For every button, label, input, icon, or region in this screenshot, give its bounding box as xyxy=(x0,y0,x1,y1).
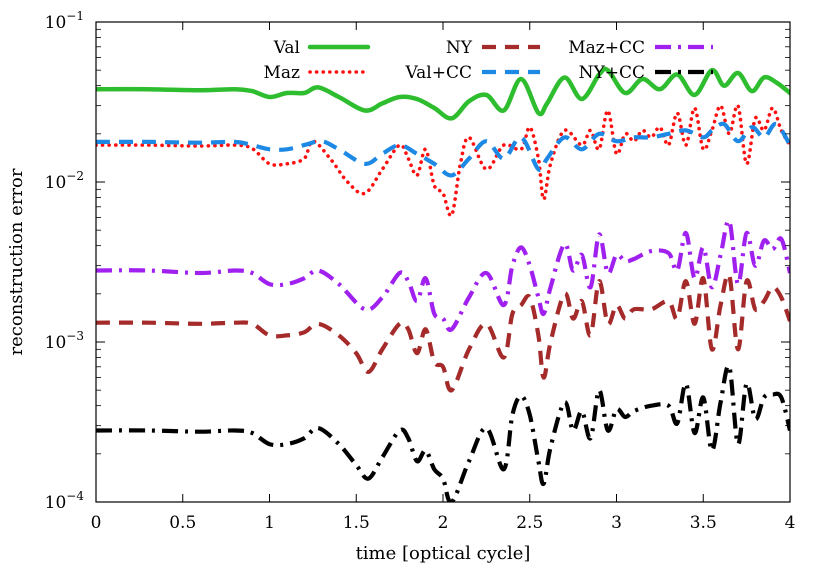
x-tick-label: 3.5 xyxy=(690,513,717,533)
y-tick-label: 10−2 xyxy=(45,169,84,193)
x-tick-label: 0 xyxy=(91,513,102,533)
series-layer xyxy=(96,66,790,502)
x-tick-label: 2 xyxy=(438,513,449,533)
y-tick-label: 10−4 xyxy=(45,489,85,513)
legend-label: Maz xyxy=(264,63,301,83)
legend-label: Val xyxy=(273,38,300,58)
y-tick-label: 10−1 xyxy=(45,9,84,33)
series-line-maz-plus-cc xyxy=(96,218,790,333)
y-tick-base: 10 xyxy=(45,493,67,513)
y-tick-exponent: −4 xyxy=(66,489,84,503)
legend-label: NY xyxy=(446,38,473,58)
y-tick-exponent: −1 xyxy=(66,9,84,23)
legend-item-ny: NY xyxy=(446,38,540,58)
y-tick-base: 10 xyxy=(45,333,67,353)
legend-item-maz: Maz xyxy=(264,63,370,83)
ticks-layer: 0 0.5 1 1.5 2 2.5 3 3.5 410−410−310−210−1 xyxy=(45,9,796,533)
x-axis-label: time [optical cycle] xyxy=(356,543,531,564)
legend-item-ny-plus-cc: NY+CC xyxy=(579,63,713,83)
y-axis-label: reconstruction error xyxy=(6,168,27,355)
x-tick-label: 3 xyxy=(611,513,622,533)
legend: Val Maz NY Val+CC Maz+CC NY+CC xyxy=(264,38,713,83)
x-tick-label: 0.5 xyxy=(169,513,196,533)
legend-item-val: Val xyxy=(273,38,371,58)
legend-label: Val+CC xyxy=(404,63,472,83)
y-tick-label: 10−3 xyxy=(45,329,84,353)
series-line-val-plus-cc xyxy=(96,121,790,178)
x-tick-label: 1.5 xyxy=(343,513,370,533)
legend-label: Maz+CC xyxy=(568,38,645,58)
series-line-val xyxy=(96,66,790,121)
x-tick-label: 1 xyxy=(264,513,275,533)
x-tick-label: 2.5 xyxy=(516,513,543,533)
y-tick-exponent: −2 xyxy=(66,169,84,183)
x-tick-label: 4 xyxy=(785,513,796,533)
legend-item-val-plus-cc: Val+CC xyxy=(404,63,540,83)
y-tick-base: 10 xyxy=(45,13,67,33)
legend-item-maz-plus-cc: Maz+CC xyxy=(568,38,713,58)
legend-label: NY+CC xyxy=(579,63,645,83)
y-tick-exponent: −3 xyxy=(66,329,84,343)
series-line-ny-plus-cc xyxy=(96,363,790,502)
y-tick-base: 10 xyxy=(45,173,67,193)
